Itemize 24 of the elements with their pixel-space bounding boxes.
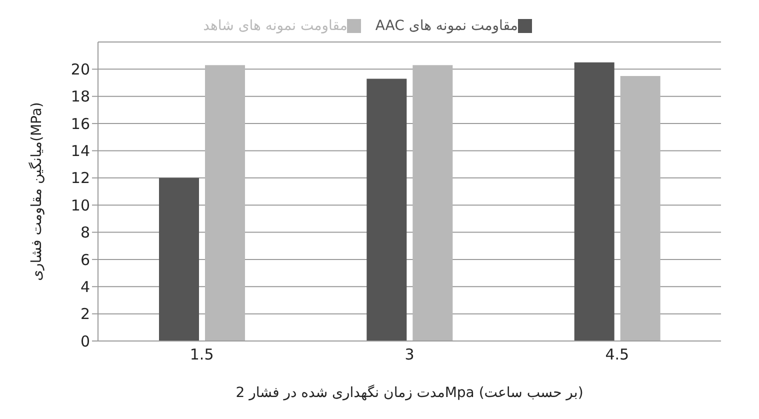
x-tick-label: 1.5 [190,346,214,364]
bar [159,178,199,341]
legend-label: مقاومت نمونه های شاهد [203,18,348,34]
y-tick-label: 8 [80,224,90,242]
y-axis-title: میانگین مقاومت فشاری(MPa) [28,102,45,281]
y-tick-label: 14 [70,142,90,160]
y-tick-label: 10 [70,196,90,214]
y-tick-label: 4 [80,278,90,296]
x-tick-label: 4.5 [605,346,630,364]
legend-label: مقاومت نمونه های AAC [375,18,518,34]
y-tick-label: 6 [80,250,90,269]
y-tick-label: 16 [70,114,90,133]
y-tick-label: 2 [80,305,90,324]
bar [412,65,453,341]
x-tick-label: 3 [404,346,414,364]
bar [620,76,660,341]
y-tick-label: 12 [70,169,90,188]
y-tick-label: 0 [80,332,90,350]
bar [205,65,245,341]
bar [366,78,407,341]
y-tick-label: 20 [70,60,90,79]
bar [574,62,614,341]
y-tick-label: 18 [70,88,90,106]
x-axis-title: مدت زمان نگهداری شده در فشار 2Mpa (بر حسب ساعت) [236,384,584,401]
